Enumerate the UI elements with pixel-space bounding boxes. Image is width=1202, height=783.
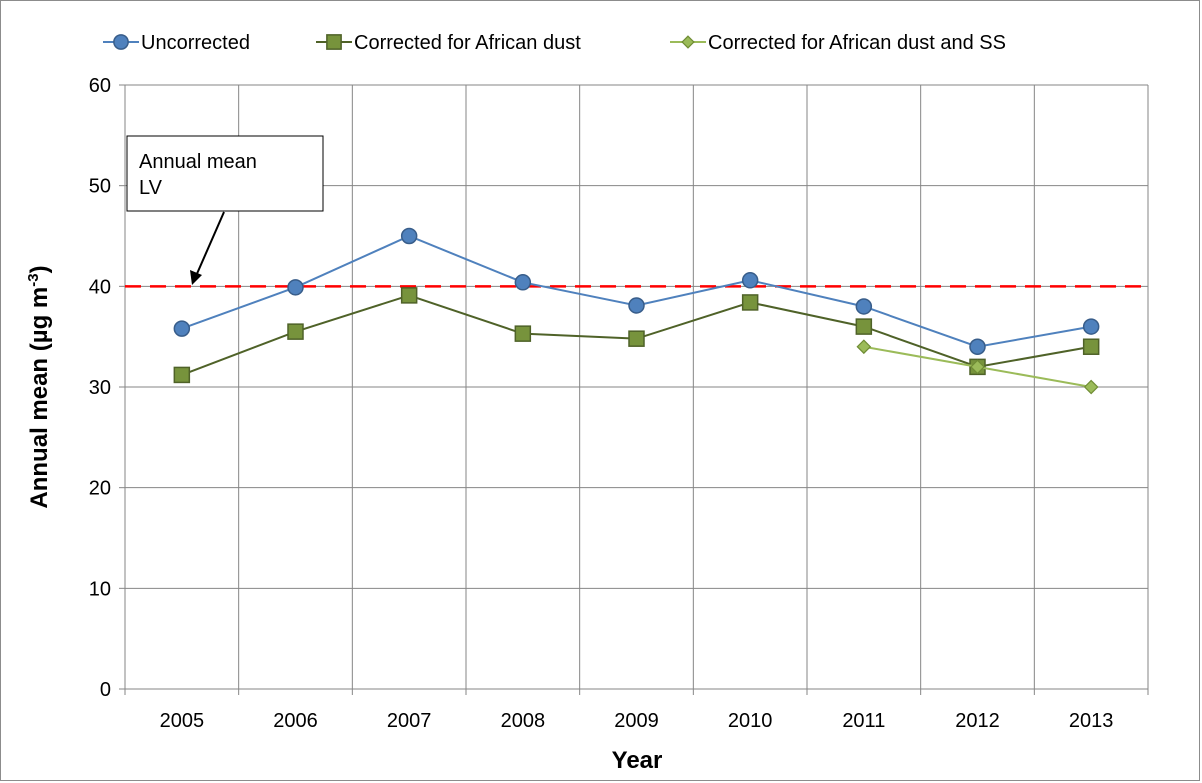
data-point <box>1082 338 1100 355</box>
x-tick-label: 2007 <box>387 710 432 732</box>
data-point <box>400 287 418 304</box>
annotation-line-2: LV <box>139 177 163 199</box>
data-point <box>855 318 873 335</box>
x-tick-label: 2008 <box>501 710 546 732</box>
legend: Uncorrected Corrected for African dust Cor… <box>103 32 1006 54</box>
series-0 <box>173 227 1100 355</box>
y-tick-label: 20 <box>89 478 111 500</box>
data-point <box>400 227 418 245</box>
data-point <box>173 320 191 337</box>
series-line <box>181 234 1092 348</box>
legend-marker <box>113 34 129 50</box>
data-point <box>628 330 645 347</box>
data-point <box>855 298 873 315</box>
x-tick-label: 2011 <box>842 710 885 732</box>
legend-label: Corrected for African dust and SS <box>708 32 1006 54</box>
y-tick-label: 0 <box>100 679 111 701</box>
data-point <box>514 274 532 291</box>
legend-item-1: Corrected for African dust <box>316 32 581 54</box>
annotation-arrow-line <box>195 211 225 277</box>
legend-marker <box>326 34 342 50</box>
x-tick-label: 2012 <box>955 710 1000 732</box>
series-1 <box>173 287 1100 384</box>
legend-item-2: Corrected for African dust and SS <box>670 32 1006 54</box>
data-point <box>287 323 304 340</box>
x-tick-label: 2010 <box>728 710 773 732</box>
data-point <box>970 359 985 375</box>
legend-label: Uncorrected <box>141 32 250 54</box>
data-point <box>741 272 759 289</box>
x-tick-label: 2013 <box>1069 710 1114 732</box>
data-point <box>969 338 986 355</box>
axes: 0 10 20 30 40 50 60 2005 2006 2007 2008 2009 2010 201… <box>89 75 1149 732</box>
x-axis-title: Year <box>612 747 663 774</box>
data-point <box>173 366 191 384</box>
y-tick-label: 60 <box>89 75 111 97</box>
annotation: Annual mean LV <box>126 135 324 285</box>
y-axis-title: Annual mean (µg m-3) <box>25 265 53 508</box>
y-tick-label: 30 <box>89 377 111 399</box>
annotation-line-1: Annual mean <box>139 151 257 173</box>
data-point <box>856 339 872 355</box>
y-tick-label: 10 <box>89 578 111 600</box>
y-tick-label: 50 <box>89 176 111 198</box>
y-tick-label: 40 <box>89 276 111 298</box>
data-point <box>287 279 304 296</box>
grid-lines <box>125 84 1149 689</box>
legend-marker <box>681 35 695 49</box>
x-tick-label: 2006 <box>273 710 318 732</box>
x-tick-label: 2005 <box>160 710 205 732</box>
legend-item-0: Uncorrected <box>103 32 250 54</box>
annotation-arrow-head <box>190 270 202 285</box>
data-point <box>741 294 759 311</box>
annotation-box <box>126 135 324 212</box>
data-point <box>1083 379 1099 395</box>
data-point <box>628 297 645 314</box>
data-point <box>1082 318 1100 335</box>
series-2 <box>856 339 1099 395</box>
legend-label: Corrected for African dust <box>354 32 581 54</box>
x-tick-label: 2009 <box>614 710 659 732</box>
series-layer <box>173 227 1100 395</box>
data-point <box>514 325 532 342</box>
